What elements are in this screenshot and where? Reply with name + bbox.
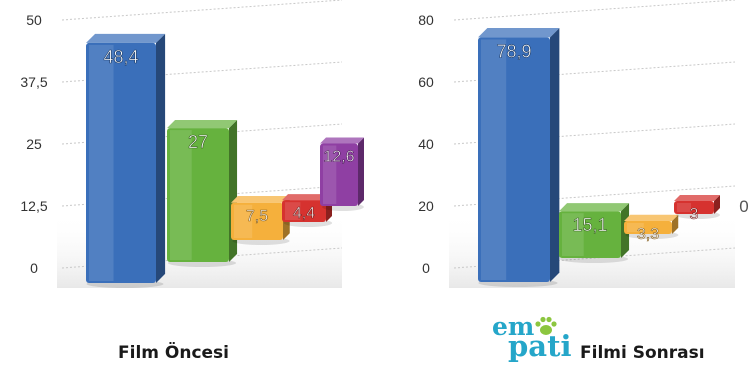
bar-side: [672, 214, 679, 234]
gridline: [61, 0, 343, 21]
bar: [282, 200, 326, 222]
bar-highlight: [627, 223, 644, 232]
bar-value-label: 48,4: [103, 47, 138, 67]
bar: [320, 143, 358, 206]
bar-highlight: [562, 213, 584, 256]
chart-filmi-sonrasi: 0 20 40 60 80 78,9 15,1 3,3 3 0: [418, 0, 749, 288]
bar-top: [559, 203, 630, 212]
bar-value-label: 15,1: [572, 215, 607, 235]
bar-top: [86, 33, 166, 43]
chart-film-oncesi: 0 12,5 25 37,5 50 48,4 27 7,5 4,4 12,6: [20, 0, 364, 288]
gridline: [61, 61, 343, 83]
y-tick-label: 0: [30, 260, 38, 276]
empati-logo: em pati: [492, 314, 576, 366]
bar: [559, 211, 621, 258]
gridline: [453, 185, 736, 207]
y-tick-label: 80: [418, 12, 434, 28]
logo-text-pati: pati: [508, 329, 572, 363]
bar-highlight: [677, 203, 691, 212]
bar-value-label: 3,3: [637, 226, 659, 243]
bar: [167, 128, 229, 262]
bar-top: [674, 195, 720, 201]
bar-highlight: [170, 130, 192, 260]
bar-side: [156, 33, 166, 283]
bar-value-label: 0: [739, 197, 748, 216]
logo-text-em: em: [492, 312, 535, 341]
y-tick-label: 0: [422, 260, 430, 276]
y-tick-label: 60: [418, 74, 434, 90]
bar-side: [550, 28, 560, 282]
y-tick-label: 40: [418, 136, 434, 152]
bar-value-label: 3: [690, 206, 699, 223]
bar-value-label: 4,4: [293, 205, 315, 222]
bar-highlight: [323, 145, 337, 204]
paw-icon: [535, 316, 557, 335]
bar-value-label: 12,6: [323, 149, 354, 166]
bar-top: [282, 194, 332, 201]
y-tick-label: 20: [418, 198, 434, 214]
bar-side: [714, 195, 720, 214]
bar-top: [320, 137, 364, 144]
chart-caption-film-oncesi: Film Öncesi: [118, 343, 230, 363]
bar: [674, 201, 714, 214]
bar-highlight: [481, 39, 507, 280]
gridline: [453, 61, 736, 83]
bar-top: [478, 28, 560, 38]
bar-value-label: 27: [188, 132, 208, 152]
gridline: [453, 123, 736, 145]
y-tick-label: 50: [26, 12, 42, 28]
y-tick-label: 12,5: [20, 198, 47, 214]
y-tick-label: 25: [26, 136, 42, 152]
bar: [86, 42, 156, 283]
bar-highlight: [89, 44, 114, 281]
gridline: [453, 0, 736, 21]
bar-top: [167, 120, 238, 129]
chart-caption-filmi-sonrasi: Filmi Sonrası: [580, 343, 705, 363]
bar-highlight: [285, 202, 301, 220]
bar-top: [624, 214, 679, 221]
bar-value-label: 7,5: [246, 208, 268, 225]
bar: [624, 221, 672, 234]
bar-side: [358, 137, 364, 206]
bar-highlight: [234, 204, 253, 238]
bar-top: [231, 196, 290, 203]
bar-value-label: 78,9: [496, 41, 531, 61]
bar: [231, 202, 283, 240]
y-tick-label: 37,5: [20, 74, 47, 90]
bar: [478, 37, 550, 282]
